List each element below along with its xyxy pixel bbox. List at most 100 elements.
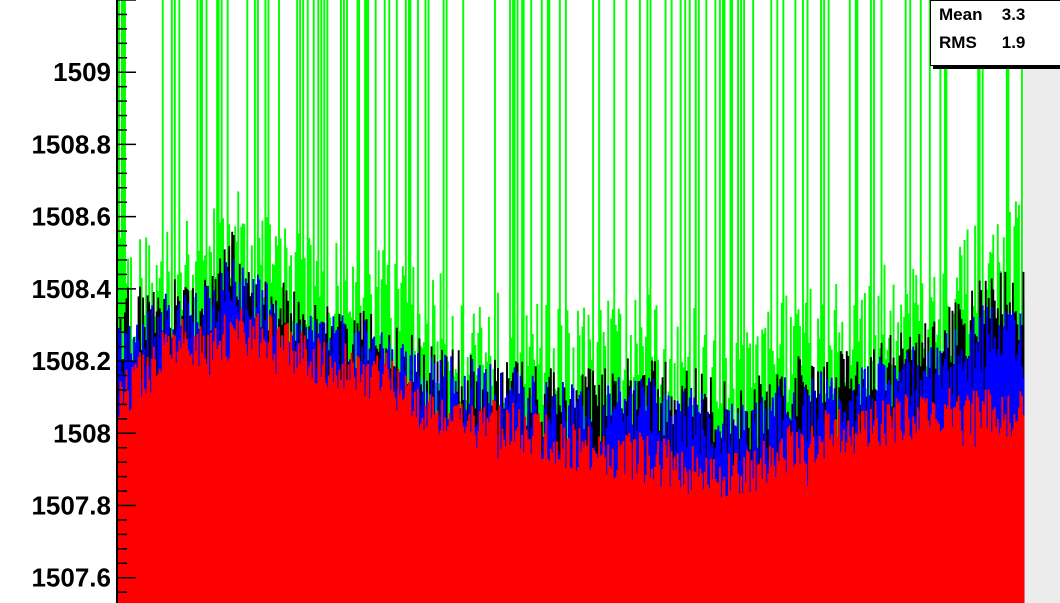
bar-red: [349, 379, 351, 603]
bar-green: [513, 0, 516, 603]
bar-red: [1017, 407, 1020, 603]
bar-red: [883, 433, 886, 603]
bar-red: [498, 405, 501, 603]
bar-red: [462, 426, 465, 603]
bar-red: [317, 337, 320, 603]
bar-red: [940, 429, 943, 603]
bar-red: [860, 411, 863, 603]
bar-red: [497, 458, 499, 603]
bar-red: [661, 469, 664, 603]
bar-red: [927, 420, 930, 603]
bar-green: [516, 0, 519, 603]
bar-red: [599, 455, 602, 603]
bar-red: [824, 410, 827, 603]
bar-red: [904, 394, 907, 603]
bar-red: [333, 361, 336, 603]
bar-red: [601, 453, 604, 603]
bar-red: [1020, 395, 1023, 603]
bar-red: [660, 487, 662, 603]
bar-red: [506, 409, 508, 603]
bar-red: [687, 493, 690, 603]
y-tick-label: 1508.4: [31, 274, 111, 304]
bar-green: [981, 0, 984, 603]
bar-red: [546, 458, 549, 603]
bar-red: [296, 367, 299, 603]
bar-green: [442, 0, 445, 603]
bar-red: [925, 398, 928, 603]
bar-red: [478, 411, 481, 603]
bar-red: [261, 328, 264, 603]
bar-red: [388, 379, 391, 603]
bar-green: [509, 0, 511, 603]
bar-red: [995, 427, 998, 603]
bar-green: [714, 0, 717, 603]
bar-green: [346, 0, 348, 603]
bar-red: [240, 308, 243, 603]
bar-red: [238, 320, 241, 603]
bar-red: [797, 447, 800, 603]
bar-red: [466, 420, 469, 603]
bar-red: [897, 404, 900, 603]
bar-red: [598, 436, 601, 603]
bar-green: [339, 0, 342, 603]
bar-red: [871, 433, 874, 603]
bar-red: [530, 453, 533, 603]
bar-red: [803, 461, 806, 603]
bar-red: [880, 424, 883, 603]
bar-red: [619, 446, 622, 603]
bar-green: [873, 0, 875, 603]
bar-red: [738, 493, 741, 603]
bar-red: [706, 484, 709, 603]
bar-green: [939, 0, 942, 603]
bar-red: [383, 363, 386, 603]
bar-red: [771, 448, 774, 603]
bar-red: [752, 478, 755, 603]
bar-green: [383, 0, 386, 603]
bar-red: [626, 435, 629, 603]
bar-red: [691, 446, 694, 603]
bar-red: [1014, 422, 1017, 603]
bar-red: [625, 434, 628, 603]
bar-red: [131, 366, 134, 603]
bar-red: [913, 423, 916, 603]
bar-red: [403, 398, 406, 603]
bar-red: [569, 467, 572, 603]
bar-red: [848, 436, 851, 603]
bar-red: [802, 435, 804, 603]
bar-red: [554, 463, 557, 603]
bar-green: [323, 0, 326, 603]
bar-red: [993, 407, 996, 603]
stats-rms-value: 1.9: [1001, 33, 1026, 52]
bar-green: [649, 0, 652, 603]
bar-red: [714, 478, 717, 603]
bar-red: [415, 417, 418, 603]
bar-red: [888, 404, 891, 603]
bar-red: [652, 478, 655, 603]
bar-red: [974, 446, 977, 603]
bar-red: [943, 404, 946, 603]
bar-red: [188, 356, 191, 603]
bar-green: [445, 0, 448, 603]
bar-red: [959, 410, 961, 603]
stats-mean-value: 3.3: [1001, 5, 1026, 24]
y-tick-label: 1507.6: [31, 563, 111, 593]
series-layer: [118, 0, 1025, 603]
bar-red: [451, 421, 454, 603]
bar-red: [284, 324, 287, 603]
bar-red: [327, 375, 330, 603]
bar-red: [786, 428, 789, 603]
bar-red: [605, 474, 608, 603]
bar-green: [299, 0, 302, 603]
bar-green: [705, 0, 708, 603]
bar-red: [1007, 395, 1010, 603]
bar-red: [1010, 436, 1013, 603]
bar-red: [484, 435, 487, 603]
bar-red: [987, 389, 990, 603]
bar-red: [246, 356, 249, 603]
bar-red: [539, 422, 542, 603]
bar-red: [232, 328, 235, 603]
bar-red: [975, 390, 978, 603]
bar-green: [512, 0, 515, 603]
bar-red: [765, 482, 768, 603]
y-tick-label: 1507.8: [31, 491, 111, 521]
